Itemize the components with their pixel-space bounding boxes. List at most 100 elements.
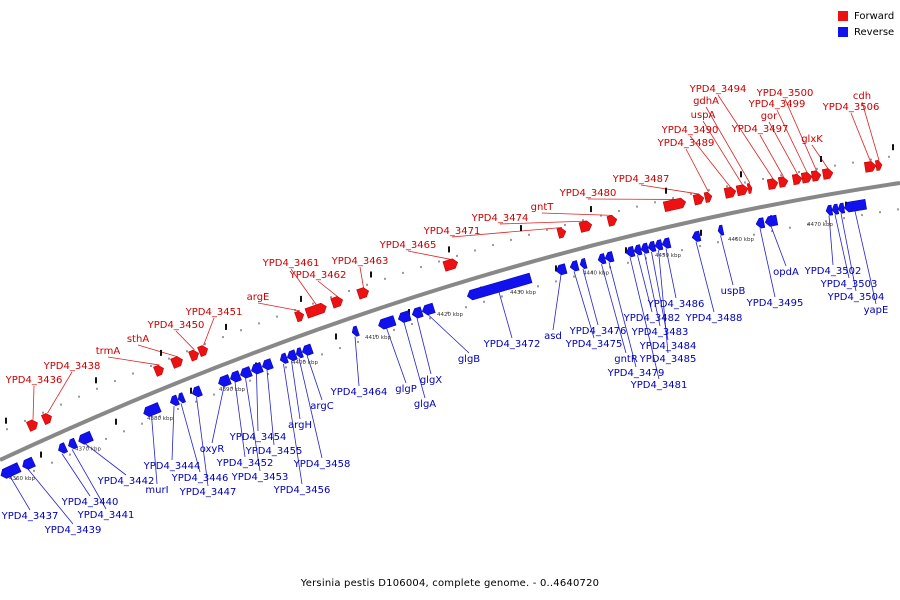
track-dot-forward bbox=[654, 201, 656, 204]
leader-ypd4-3441 bbox=[71, 449, 107, 510]
forward-label-ypd4-3480: YPD4_3480 bbox=[559, 188, 617, 199]
track-dot-reverse bbox=[429, 317, 431, 320]
reverse-gene-ypd4-3472 bbox=[467, 272, 533, 301]
forward-gene-ypd4-3438 bbox=[41, 413, 52, 425]
reverse-label-opda: opdA bbox=[773, 267, 799, 278]
reverse-label-argh: argH bbox=[288, 420, 312, 431]
track-dot-forward bbox=[492, 244, 494, 247]
forward-gene-ypd4-3465 bbox=[442, 258, 459, 272]
reverse-label-yape: yapE bbox=[864, 305, 889, 316]
track-dot-forward bbox=[258, 322, 260, 325]
reverse-gene-ypd4-3453 bbox=[240, 366, 253, 379]
reverse-gene-ypd4-3482 bbox=[633, 244, 643, 256]
track-dot-forward bbox=[96, 387, 98, 390]
track-dot-reverse bbox=[69, 453, 71, 456]
reverse-label-ypd4-3464: YPD4_3464 bbox=[330, 387, 388, 398]
reverse-gene-ypd4-3452 bbox=[230, 370, 242, 383]
track-dot-forward bbox=[42, 411, 44, 414]
leader-ypd4-3483 bbox=[644, 253, 661, 327]
forward-track-tick bbox=[5, 417, 7, 424]
track-dot-forward bbox=[330, 296, 332, 299]
track-dot-reverse bbox=[465, 306, 467, 309]
forward-gene-labels: YPD4_3436 YPD4_3438 trmA sthA YPD4_3450 YPD4_… bbox=[5, 84, 880, 386]
leader-ypd4-3490 bbox=[689, 135, 731, 188]
track-dot-reverse bbox=[303, 359, 305, 362]
reverse-genes bbox=[0, 199, 867, 479]
track-dot-forward bbox=[816, 167, 818, 170]
leader-ypd4-3499 bbox=[776, 109, 808, 173]
leader-ypd4-3504 bbox=[840, 213, 857, 292]
kbp-tick-label-7: 4430 kbp bbox=[510, 290, 536, 296]
reverse-track-tick bbox=[555, 265, 557, 272]
reverse-gene-ypd4-3437 bbox=[0, 462, 22, 479]
leader-ypd4-3456 bbox=[283, 363, 303, 485]
leader-ypd4-3503 bbox=[834, 214, 850, 279]
reverse-label-ypd4-3442: YPD4_3442 bbox=[97, 476, 155, 487]
reverse-gene-ypd4-3479 bbox=[604, 251, 615, 263]
forward-gene-ypd4-3474 bbox=[578, 220, 593, 233]
track-dot-forward bbox=[474, 249, 476, 252]
forward-label-gdha: gdhA bbox=[693, 96, 719, 107]
kbp-tick-label-0: 4360 kbp bbox=[9, 476, 35, 482]
forward-label-ypd4-3494: YPD4_3494 bbox=[689, 84, 747, 95]
track-dot-reverse bbox=[879, 211, 881, 214]
track-dot-reverse bbox=[267, 373, 269, 375]
forward-gene-ypd4-3463 bbox=[356, 287, 370, 300]
forward-track-tick bbox=[225, 323, 227, 330]
forward-label-ypd4-3463: YPD4_3463 bbox=[331, 256, 389, 267]
forward-track-tick bbox=[160, 349, 162, 356]
track-dot-reverse bbox=[663, 253, 665, 256]
leader-ypd4-3437 bbox=[9, 476, 31, 511]
track-dot-forward bbox=[762, 177, 764, 180]
reverse-gene-ypd4-3455 bbox=[262, 358, 274, 371]
leader-ypd4-3436 bbox=[32, 385, 35, 420]
forward-label-cdh: cdh bbox=[853, 91, 871, 102]
track-dot-forward bbox=[24, 419, 26, 422]
forward-track-tick bbox=[300, 295, 302, 302]
leader-ypd4-3452 bbox=[234, 382, 246, 458]
reverse-label-oxyr: oxyR bbox=[200, 444, 225, 455]
track-dot-reverse bbox=[213, 393, 215, 396]
reverse-label-ypd4-3453: YPD4_3453 bbox=[231, 472, 289, 483]
reverse-label-ypd4-3481: YPD4_3481 bbox=[630, 380, 688, 391]
leader-ypd4-3472 bbox=[498, 291, 513, 339]
forward-label-ypd4-3450: YPD4_3450 bbox=[147, 320, 205, 331]
track-dot-forward bbox=[852, 161, 854, 164]
forward-gene-ypd4-3480 bbox=[662, 197, 687, 213]
track-dot-reverse bbox=[789, 226, 791, 229]
leader-ypd4-3489 bbox=[685, 148, 709, 193]
forward-leader-lines bbox=[32, 94, 880, 420]
track-dot-reverse bbox=[699, 245, 701, 248]
reverse-label-ypd4-3502: YPD4_3502 bbox=[804, 266, 862, 277]
forward-gene-gdha bbox=[746, 183, 753, 194]
reverse-gene-gntr bbox=[597, 253, 607, 265]
leader-ypd4-3474 bbox=[499, 220, 587, 225]
leader-gdha bbox=[705, 106, 751, 184]
track-dot-forward bbox=[834, 164, 836, 167]
leader-opda bbox=[770, 226, 787, 267]
leader-ypd4-3475 bbox=[573, 271, 595, 339]
track-dot-forward bbox=[690, 193, 692, 196]
forward-gene-ypd4-3500 bbox=[810, 170, 822, 182]
track-dot-reverse bbox=[501, 295, 503, 298]
track-dot-reverse bbox=[897, 208, 899, 211]
reverse-gene-ypd4-3502 bbox=[825, 204, 834, 216]
forward-label-ypd4-3451: YPD4_3451 bbox=[185, 307, 243, 318]
leader-uspa bbox=[702, 120, 743, 186]
kbp-tick-label-5: 4410 kbp bbox=[365, 335, 391, 341]
track-dot-forward bbox=[222, 336, 224, 339]
leader-muri bbox=[151, 415, 158, 485]
leader-ypd4-3450 bbox=[175, 330, 195, 351]
reverse-label-ypd4-3485: YPD4_3485 bbox=[639, 354, 697, 365]
reverse-gene-muri bbox=[143, 402, 162, 417]
track-dot-reverse bbox=[15, 478, 17, 480]
forward-gene-ypd4-3497 bbox=[777, 176, 789, 188]
reverse-gene-oxyr bbox=[218, 374, 232, 387]
forward-track-tick bbox=[370, 271, 372, 278]
track-dot-forward bbox=[798, 171, 800, 173]
track-dot-forward bbox=[528, 233, 530, 236]
forward-label-ypd4-3436: YPD4_3436 bbox=[5, 375, 63, 386]
leader-arge bbox=[257, 302, 301, 312]
track-dot-forward bbox=[276, 315, 278, 318]
